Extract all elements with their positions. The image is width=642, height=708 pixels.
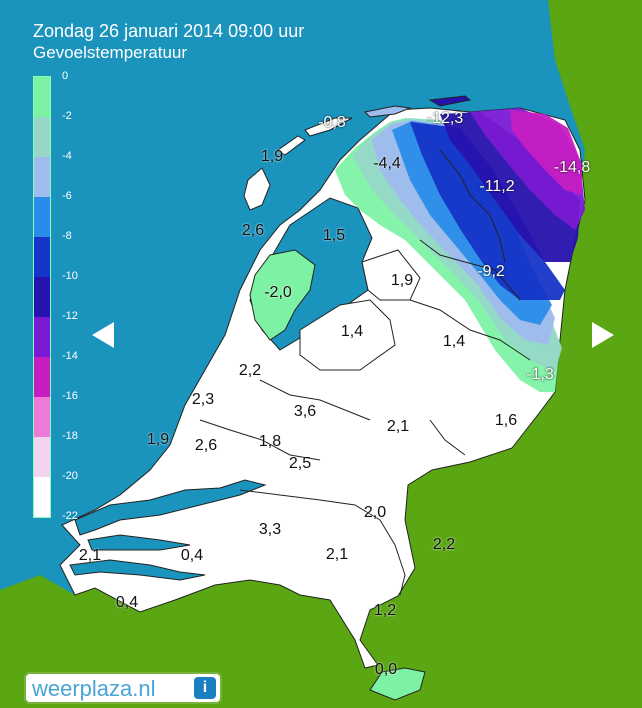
temperature-value: 2,6 [241,222,265,239]
border-zh-nb [239,489,381,521]
temperature-value: 3,6 [293,403,317,420]
temperature-value: 2,0 [363,504,387,521]
temperature-value: -9,2 [477,263,505,280]
temperature-value: 1,2 [373,602,397,619]
previous-arrow-icon[interactable] [92,322,114,348]
legend-label: -18 [62,430,78,442]
logo-wordmark: weerplaza.nl [32,676,156,702]
temperature-value: 2,5 [288,455,312,472]
legend-swatch [34,77,50,117]
map-title: Zondag 26 januari 2014 09:00 uur [33,21,305,41]
legend-swatch [34,477,50,517]
temperature-value: 0,0 [374,661,398,678]
temperature-value: 1,4 [340,323,364,340]
info-icon[interactable]: i [194,677,216,699]
temperature-value: 2,3 [191,391,215,408]
legend-swatch [34,277,50,317]
temperature-value: -14,8 [553,159,591,176]
ameland [363,105,412,118]
temperature-value: -4,4 [373,155,401,172]
temperature-value: 2,2 [238,362,262,379]
legend-swatch [34,237,50,277]
temperature-value: 1,9 [260,148,284,165]
temperature-value: 1,9 [390,272,414,289]
border-overijssel-gelderland [409,299,531,361]
legend-swatch [34,157,50,197]
temperature-value: 2,2 [432,536,456,553]
terschelling [304,117,353,137]
legend-label: -4 [62,150,72,162]
legend-label: -2 [62,110,72,122]
temperature-value: -0,8 [318,114,346,131]
border-groningen-drenthe [439,149,506,263]
temperature-value: 0,4 [180,547,204,564]
legend-label: -8 [62,230,72,242]
legend-swatch [34,437,50,477]
band-minus-8-to-minus-10 [410,122,565,300]
legend-label: -16 [62,390,78,402]
band-ijsselmeer-west-green [249,249,316,341]
temperature-value: 2,1 [325,546,349,563]
next-arrow-icon[interactable] [592,322,614,348]
temperature-value: 1,6 [494,412,518,429]
germany-land [355,0,642,708]
temperature-value: 1,5 [322,227,346,244]
logo-name: weerplaza [32,676,133,701]
band-minus-14-to-minus-16 [510,110,582,195]
legend-swatch [34,317,50,357]
legend-swatch [34,397,50,437]
markermeer-shore [299,299,396,371]
band-zuid-limburg-green [369,667,426,701]
temperature-value: 2,1 [386,418,410,435]
temperature-value: 1,8 [258,433,282,450]
legend-swatch [34,197,50,237]
border-nh-utrecht [259,379,371,421]
legend-label: -12 [62,310,78,322]
border-gelderland-east [429,419,466,456]
map-subtitle: Gevoelstemperatuur [33,43,188,62]
legend-label: 0 [62,70,69,82]
legend-label: -6 [62,190,72,202]
legend-label: -14 [62,350,78,362]
zeeland-water [74,479,267,536]
weerplaza-logo[interactable]: weerplaza.nl i [24,672,222,704]
band-minus-10-to-minus-12 [440,112,580,262]
schiermonnikoog [428,95,472,107]
temperature-value: 1,9 [146,431,170,448]
legend-label: -10 [62,270,78,282]
temperature-value: -11,2 [479,178,515,195]
oosterschelde [87,534,191,551]
temperature-value: 2,1 [78,547,102,564]
temperature-value: 0,4 [115,594,139,611]
legend-label: -20 [62,470,78,482]
legend-label: -22 [62,510,78,522]
temperature-value: 1,4 [442,333,466,350]
logo-tld: .nl [132,676,156,701]
temperature-value: -1,3 [526,366,554,383]
temperature-value: -12,3 [426,110,464,127]
province-borders [199,149,531,596]
border-nb-limburg [379,519,406,596]
temperature-value: 3,3 [258,521,282,538]
color-legend [33,76,51,518]
border-zh-utrecht [199,419,321,461]
westerschelde [69,559,206,581]
legend-swatch [34,117,50,157]
temperature-value: -2,0 [264,284,292,301]
temperature-value: 2,6 [194,437,218,454]
vlieland [277,135,306,156]
border-drenthe-overijssel [419,239,521,301]
texel [243,167,271,211]
legend-swatch [34,357,50,397]
